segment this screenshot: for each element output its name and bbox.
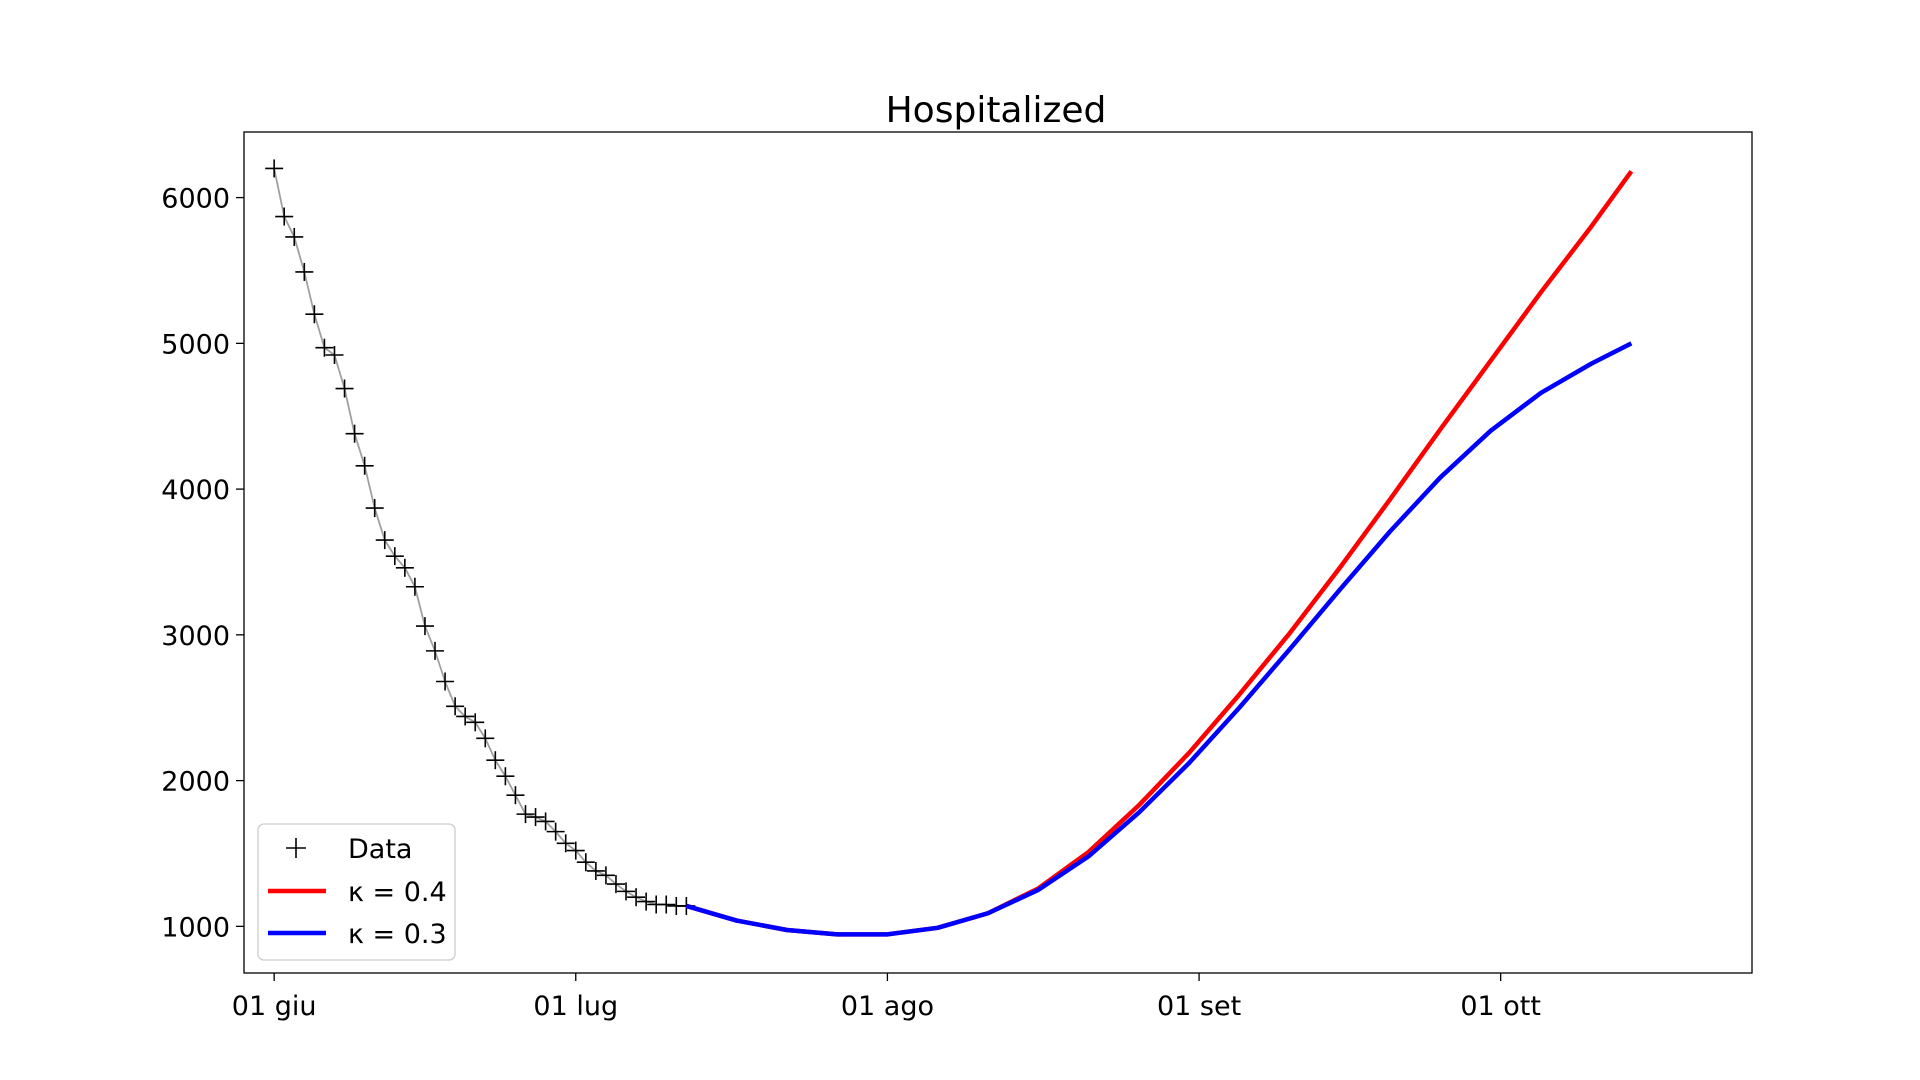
data-point <box>496 767 515 786</box>
legend-box <box>257 823 456 961</box>
data-point <box>456 707 475 726</box>
x-tick-label: 01 giu <box>232 991 317 1022</box>
data-point <box>375 531 394 550</box>
data-point <box>265 159 284 178</box>
data-point <box>526 808 545 827</box>
data-point <box>395 558 414 577</box>
x-tick-label: 01 ago <box>841 991 934 1022</box>
series-layer <box>265 159 1634 937</box>
data-point <box>285 227 304 246</box>
data-point <box>606 875 625 894</box>
data-point <box>466 713 485 732</box>
data-point <box>546 822 565 841</box>
data-point <box>436 672 455 691</box>
data-point <box>617 882 636 901</box>
data-point <box>586 861 605 880</box>
data-point <box>476 729 495 748</box>
data-point <box>446 697 465 716</box>
plot-frame <box>243 131 1753 974</box>
data-point <box>385 547 404 566</box>
x-tick-label: 01 lug <box>533 991 618 1022</box>
data-point <box>325 346 344 365</box>
data-point <box>315 338 334 357</box>
data-point <box>596 866 615 885</box>
x-axis: 01 giu 01 lug 01 ago 01 set 01 ott <box>232 973 1541 1022</box>
legend-label: κ = 0.3 <box>348 919 447 950</box>
data-point <box>365 499 384 518</box>
data-point <box>345 424 364 443</box>
chart-title: Hospitalized <box>886 90 1107 131</box>
data-point <box>637 892 656 911</box>
legend-label: Data <box>348 834 412 865</box>
data-point <box>335 379 354 398</box>
y-tick-label: 4000 <box>161 475 230 506</box>
data-point <box>657 895 676 914</box>
y-tick-label: 3000 <box>161 621 230 652</box>
data-point <box>556 834 575 853</box>
y-tick-label: 6000 <box>161 184 230 215</box>
data-point <box>295 262 314 281</box>
data-point <box>506 786 525 805</box>
data-point <box>426 641 445 660</box>
x-tick-label: 01 ott <box>1460 991 1541 1022</box>
data-point <box>536 812 555 831</box>
model-line-2 <box>685 341 1633 937</box>
data-connector-line <box>273 168 687 907</box>
data-point <box>627 888 646 907</box>
data-point <box>566 841 585 860</box>
data-point <box>486 751 505 770</box>
data-point <box>305 305 324 324</box>
data-point <box>355 456 374 475</box>
y-tick-label: 2000 <box>161 767 230 798</box>
legend: Data κ = 0.4 κ = 0.3 <box>257 823 456 961</box>
data-point <box>275 207 294 226</box>
x-tick-label: 01 set <box>1157 991 1241 1022</box>
data-point <box>415 617 434 636</box>
y-tick-label: 5000 <box>161 329 230 360</box>
y-tick-label: 1000 <box>161 912 230 943</box>
legend-label: κ = 0.4 <box>348 877 447 908</box>
data-point <box>576 853 595 872</box>
legend-marker-data <box>286 838 306 858</box>
data-point <box>516 805 535 824</box>
data-point <box>405 577 424 596</box>
y-axis: 1000 2000 3000 4000 5000 6000 <box>161 184 244 943</box>
